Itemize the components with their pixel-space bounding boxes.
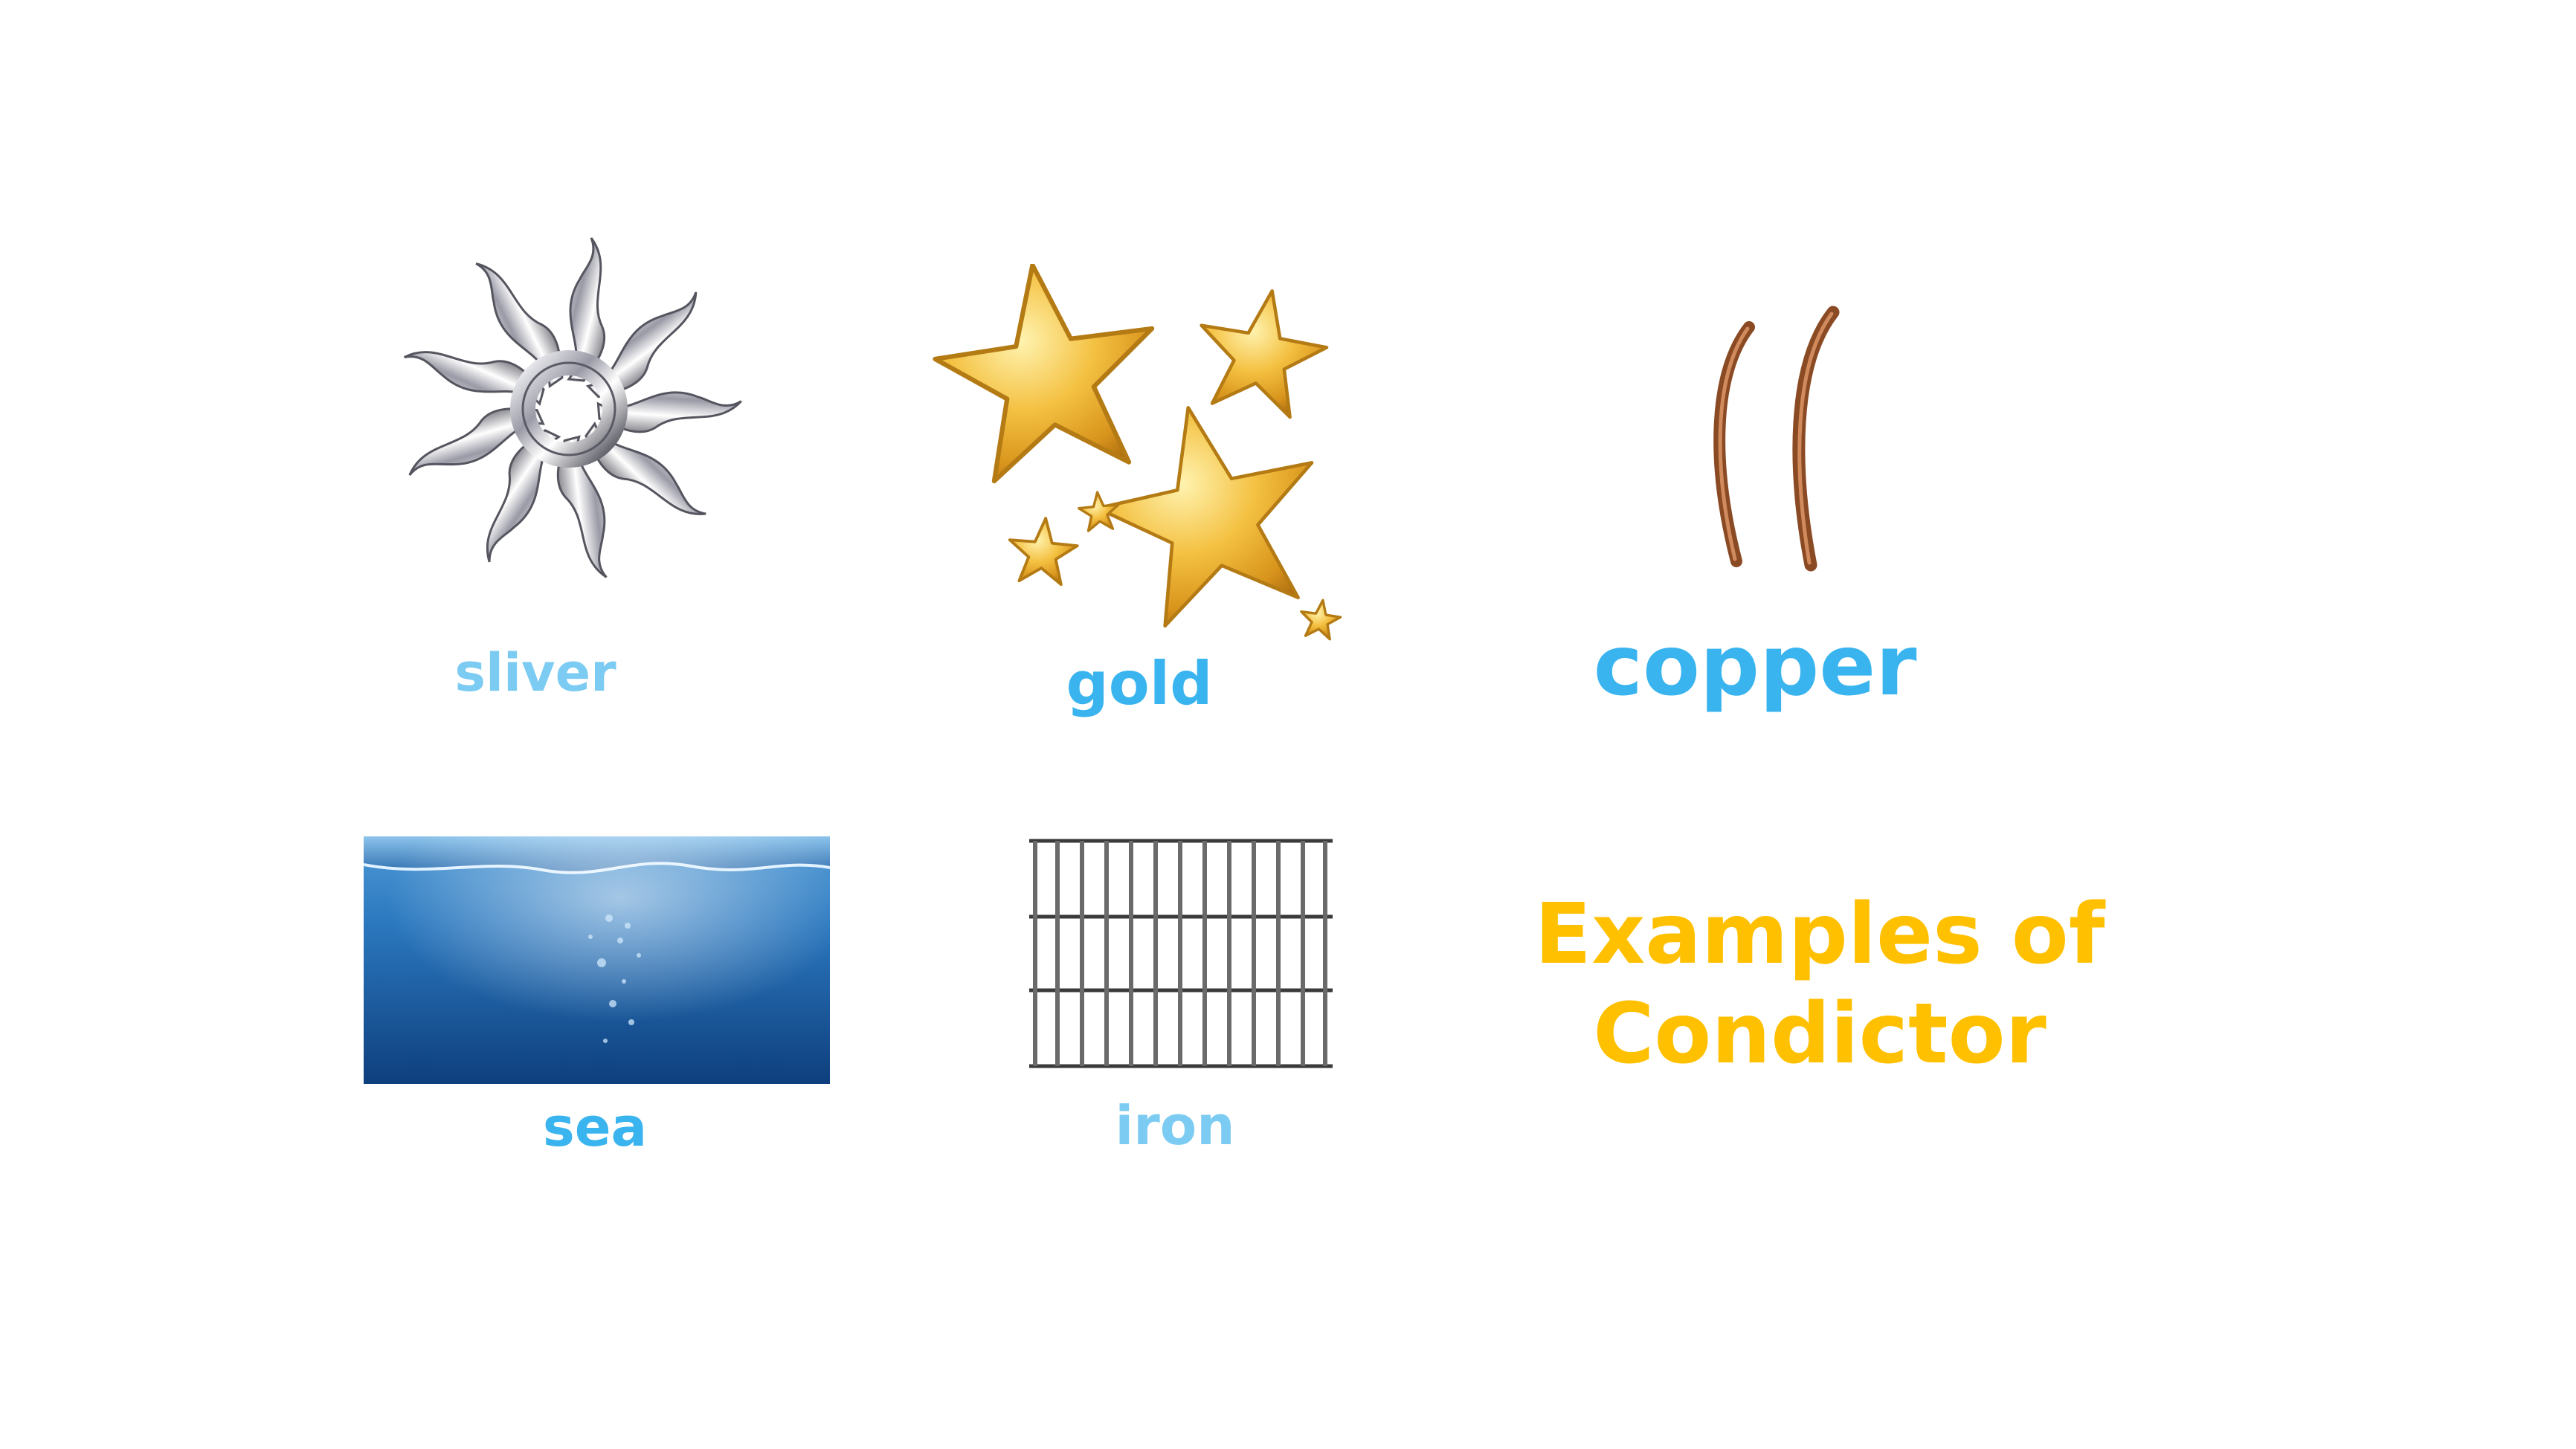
gold-stars-image (922, 264, 1368, 651)
silver-sun-icon (399, 237, 745, 583)
page-title: Examples of Condictor (1535, 885, 2105, 1085)
page-title-line-2: Condictor (1593, 986, 2047, 1083)
label-sea: sea (542, 1096, 648, 1158)
gold-stars-icon (922, 264, 1344, 642)
iron-grid-icon (1029, 839, 1333, 1068)
copper-wire-image (1681, 297, 1874, 580)
sea-water-image (364, 836, 830, 1084)
label-silver: sliver (454, 642, 616, 703)
label-gold: gold (1066, 649, 1213, 718)
page-title-line-1: Examples of (1534, 886, 2105, 983)
silver-sun-ornament-image (376, 208, 762, 610)
sea-water-icon (364, 836, 830, 1084)
iron-grid-image (1028, 836, 1334, 1071)
label-copper: copper (1593, 618, 1917, 714)
copper-wire-icon (1713, 306, 1840, 572)
label-iron: iron (1115, 1094, 1235, 1157)
